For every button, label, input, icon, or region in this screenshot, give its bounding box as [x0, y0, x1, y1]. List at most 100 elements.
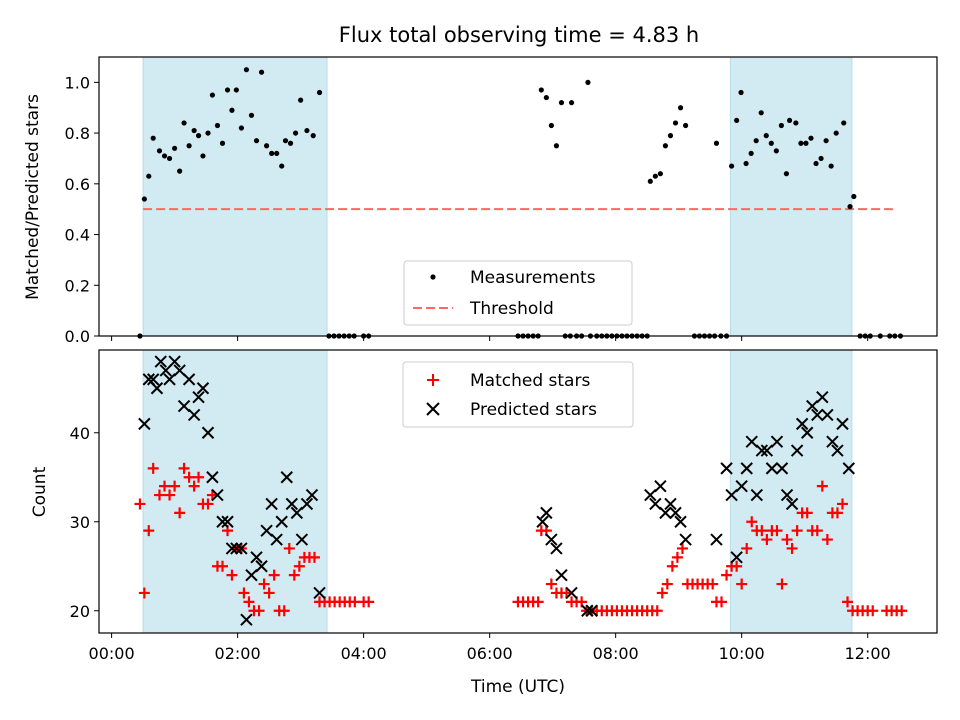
predicted-star-point: [540, 506, 553, 520]
y-tick-label: 20: [70, 602, 90, 621]
top-observing-windows: [142, 56, 853, 337]
measurement-point: [166, 155, 173, 162]
measurement-point: [793, 120, 799, 126]
measurement-point: [269, 150, 275, 156]
predicted-star-point: [649, 497, 662, 511]
predicted-star-point: [150, 382, 164, 395]
measurement-point: [818, 155, 824, 162]
measurement-point: [773, 148, 779, 154]
measurement-point: [677, 105, 684, 111]
x-tick-label: 06:00: [467, 644, 513, 663]
predicted-star-point: [536, 515, 549, 528]
predicted-star-point: [201, 426, 215, 439]
matched-star-point: [193, 471, 205, 483]
matched-star-point: [216, 560, 228, 572]
predicted-star-point: [821, 408, 834, 422]
measurement-point: [548, 122, 554, 129]
measurement-point: [258, 69, 265, 75]
predicted-star-point: [770, 435, 784, 448]
measurement-point: [808, 135, 814, 141]
predicted-star-point: [816, 390, 829, 404]
measurement-point: [713, 140, 720, 146]
bottom-y-axis-label: Count: [30, 466, 50, 517]
measurement-point: [833, 130, 839, 136]
measurement-point: [209, 92, 216, 98]
predicted-star-point: [806, 399, 819, 413]
predicted-star-point: [745, 435, 758, 448]
predicted-star-point: [275, 515, 288, 528]
predicted-star-point: [211, 488, 224, 502]
predicted-star-point: [735, 479, 748, 493]
x-tick-label: 10:00: [719, 644, 765, 663]
measurement-point: [568, 100, 575, 106]
measurement-point: [195, 133, 202, 139]
predicted-star-point: [826, 435, 839, 448]
matched-star-point: [138, 587, 150, 599]
matched-star-point: [134, 498, 146, 510]
matched-star-point: [816, 480, 828, 492]
y-tick-label: 0.2: [65, 276, 90, 295]
measurement-point: [146, 173, 152, 179]
predicted-star-point: [750, 488, 764, 502]
predicted-star-point: [313, 586, 326, 600]
predicted-star-point: [250, 551, 263, 564]
matched-star-point: [288, 569, 300, 581]
predicted-star-point: [168, 355, 181, 368]
predicted-star-point: [206, 471, 219, 484]
measurement-point: [150, 135, 156, 141]
predicted-star-point: [154, 355, 167, 368]
matched-star-point: [842, 596, 854, 608]
predicted-star-point: [842, 462, 855, 475]
y-tick-label: 0.0: [65, 327, 90, 346]
measurement-point: [683, 122, 689, 129]
matched-star-point: [656, 587, 668, 599]
predicted-star-point: [800, 426, 814, 439]
matched-star-point: [661, 578, 673, 590]
predicted-star-point: [225, 542, 239, 555]
predicted-star-point: [196, 382, 210, 395]
matched-star-point: [761, 534, 773, 546]
measurement-point: [156, 148, 163, 154]
threshold-legend-label: Threshold: [469, 299, 554, 319]
bottom-axes-frame: [98, 349, 938, 634]
measurement-point: [798, 140, 804, 146]
predicted-star-point: [260, 524, 273, 537]
predicted-star-point: [710, 533, 723, 546]
measurement-point: [191, 127, 197, 134]
predicted-star-point: [163, 373, 176, 386]
measurements-legend-marker: [430, 274, 436, 280]
matched-star-point: [253, 605, 265, 617]
predicted-star-point: [235, 542, 248, 555]
predicted-legend-marker: [426, 402, 440, 416]
matched-star-point: [746, 516, 758, 528]
y-tick-label: 40: [70, 424, 90, 443]
measurement-point: [219, 140, 226, 146]
matched-star-point: [153, 489, 165, 501]
measurement-point: [224, 87, 231, 93]
y-tick-label: 0.6: [65, 175, 90, 194]
predicted-star-point: [780, 488, 794, 502]
measurement-point: [783, 171, 790, 177]
matched-star-point: [781, 534, 793, 546]
measurement-point: [292, 130, 299, 136]
predicted-star-point: [305, 488, 319, 502]
measurements-legend-label: Measurements: [470, 268, 596, 288]
predicted-star-point: [679, 533, 692, 546]
bottom-legend: Matched stars Predicted stars: [402, 361, 634, 428]
y-tick-label: 30: [70, 513, 90, 532]
measurement-point: [662, 143, 669, 149]
matched-star-point: [545, 578, 557, 590]
observing-window-span: [142, 349, 328, 634]
predicted-star-point: [182, 373, 196, 386]
matched-legend-label: Matched stars: [470, 371, 590, 391]
measurement-point: [728, 163, 735, 169]
predicted-star-point: [785, 497, 799, 511]
matched-star-point: [811, 525, 823, 537]
x-tick-label: 02:00: [215, 644, 261, 663]
predicted-star-point: [730, 551, 743, 564]
predicted-star-point: [674, 515, 687, 528]
top-y-axis-label: Matched/Predicted stars: [23, 94, 43, 300]
measurement-point: [753, 138, 759, 144]
measurement-point: [282, 138, 289, 144]
predicted-star-point: [245, 568, 258, 582]
